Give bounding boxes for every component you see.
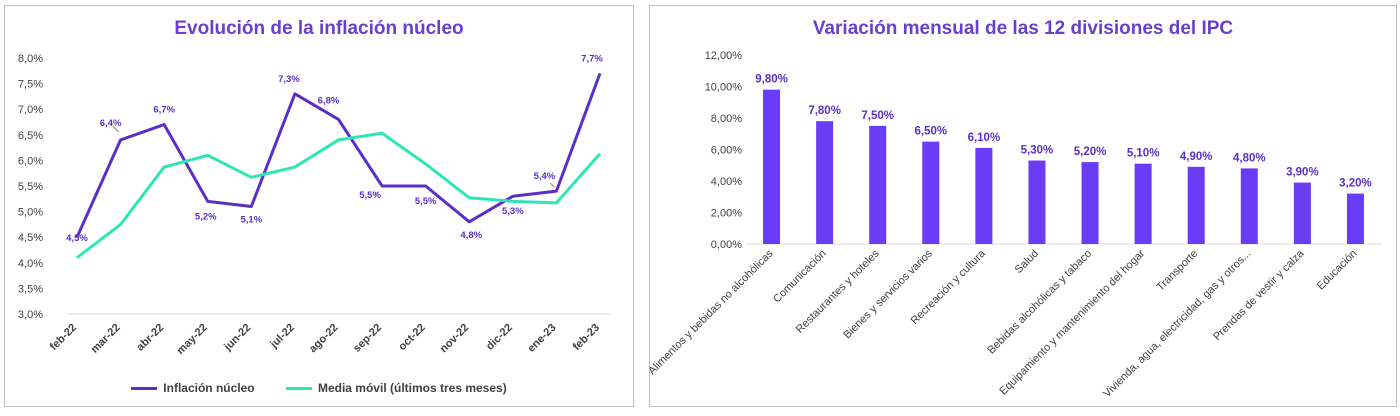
bar [816,121,834,244]
data-label-leader [550,182,555,188]
bar-data-label: 6,50% [914,126,947,138]
bar [922,141,940,244]
x-category-label: Alimentos y bebidas no alcohólicas [646,247,776,377]
legend-swatch-moving-average [285,387,312,391]
core-inflation-data-label: 5,1% [241,214,263,225]
core-inflation-data-label: 5,5% [359,190,381,201]
x-category-label: Prendas de vestir y calza [1211,247,1307,343]
core-inflation-data-label: 4,8% [460,230,482,241]
moving-average-line [76,131,602,259]
core-inflation-data-label: 7,3% [278,74,300,85]
core-inflation-data-label: 5,4% [534,171,556,182]
x-tick-label: dic-22 [484,322,515,353]
data-label-leader [373,191,379,196]
cpi-divisions-chart-title: Variación mensual de las 12 divisiones d… [812,18,1234,39]
y-tick-label: 12,00% [705,50,743,62]
y-tick-label: 3,0% [18,309,43,321]
bar-data-label: 5,30% [1021,145,1054,157]
core-inflation-data-label: 7,7% [581,53,603,64]
x-category-label: Bebidas alcohólicas y tabaco [985,248,1094,357]
bar-data-label: 6,10% [968,132,1001,144]
core-inflation-chart: 3,0% 3,5% 4,0% 4,5% 5,0% 5,5% 6,0% 6,5% 7,0% 7,5%… [18,53,610,357]
legend-label-core-inflation: Inflación núcleo [163,380,255,395]
y-tick-label: 0,00% [711,239,742,251]
x-tick-label: jun-22 [221,322,253,354]
y-tick-label: 7,5% [18,79,43,91]
x-tick-label: oct-22 [396,322,427,353]
y-tick-label: 3,5% [18,283,43,295]
x-category-label: Educación [1315,248,1360,293]
y-tick-label: 6,5% [18,130,43,142]
core-inflation-data-label: 4,5% [66,233,88,244]
legend-item-core-inflation: Inflación núcleo [131,380,255,395]
bar-data-label: 9,80% [755,74,788,86]
x-tick-label: sep-22 [351,322,384,355]
bar-data-label: 4,90% [1180,151,1213,163]
bar-data-label: 7,50% [861,110,894,122]
x-category-label: Comunicación [771,248,829,306]
bar [869,125,887,244]
bar-data-label: 7,80% [808,105,841,117]
x-category-label: Salud [1013,248,1041,276]
core-inflation-line [75,72,602,238]
y-tick-label: 6,00% [711,145,742,157]
bar-data-label: 5,10% [1127,148,1160,160]
bar-data-label: 4,80% [1233,152,1266,164]
x-category-label: Bienes y servicios varios [841,247,935,341]
bar [1240,168,1258,244]
bar [1028,160,1046,244]
cpi-divisions-chart: 0,00% 2,00% 4,00% 6,00% 8,00% 10,00% 12,00% 9,8… [646,50,1382,400]
y-tick-label: 4,5% [18,232,43,244]
core-inflation-data-label: 6,4% [100,118,122,129]
core-inflation-data-label: 5,3% [502,206,524,217]
bar [1293,182,1311,244]
bar [1134,163,1152,244]
y-tick-label: 4,00% [711,176,742,188]
bar [1187,166,1205,244]
y-tick-label: 6,0% [18,155,43,167]
core-inflation-data-label: 5,5% [415,196,437,207]
x-tick-label: feb-23 [571,322,602,353]
x-tick-label: ene-23 [525,322,558,355]
legend-swatch-core-inflation [131,387,158,391]
x-category-label: Transporte [1155,248,1201,294]
legend-item-moving-average: Media móvil (últimos tres meses) [285,380,507,395]
x-tick-label: jul-22 [268,322,298,352]
core-inflation-chart-panel: Evolución de la inflación núcleo 3,0% 3,5… [4,5,634,407]
y-tick-label: 8,0% [18,53,43,65]
x-tick-label: mar-22 [89,322,123,356]
cpi-divisions-chart-panel: Variación mensual de las 12 divisiones d… [646,5,1397,407]
x-tick-label: feb-22 [48,322,79,353]
core-inflation-data-label: 6,7% [153,105,175,116]
x-tick-label: may-22 [175,322,210,357]
bar [1081,162,1099,244]
bar-data-label: 3,90% [1286,167,1319,179]
y-tick-label: 5,0% [18,207,43,219]
y-tick-label: 10,00% [705,82,743,94]
bar-data-label: 3,20% [1339,178,1372,190]
core-inflation-legend: Inflación núcleo Media móvil (últimos tr… [5,380,633,395]
y-tick-label: 5,5% [18,181,43,193]
y-tick-label: 4,0% [18,258,43,270]
x-tick-label: ago-22 [307,322,341,356]
bar-data-label: 5,20% [1074,146,1107,158]
legend-label-moving-average: Media móvil (últimos tres meses) [317,380,507,395]
core-inflation-data-label: 5,2% [195,211,217,222]
bar [1346,193,1364,244]
bar [763,89,781,245]
y-tick-label: 7,0% [18,104,43,116]
x-tick-label: abr-22 [134,322,166,354]
core-inflation-chart-title: Evolución de la inflación núcleo [174,18,464,39]
x-tick-label: nov-22 [438,322,472,356]
bar [975,147,993,244]
data-label-leader [112,125,119,133]
y-tick-label: 8,00% [711,113,742,125]
y-tick-label: 2,00% [711,208,742,220]
core-inflation-data-label: 6,8% [318,95,340,106]
